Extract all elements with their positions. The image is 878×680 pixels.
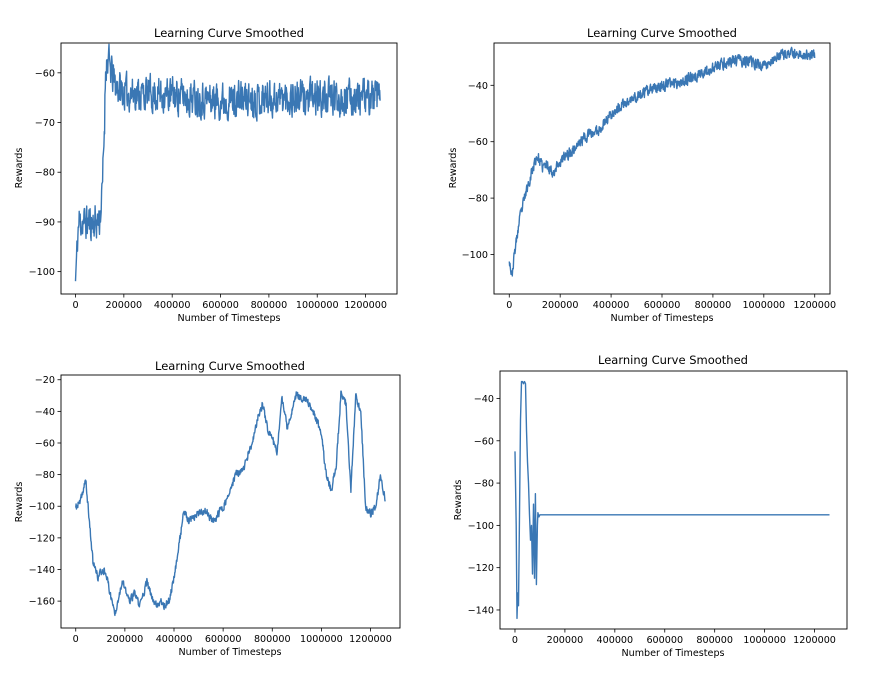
subplot-3-xtick-label: 800000 xyxy=(254,634,291,645)
subplot-4-xtick-label: 400000 xyxy=(597,635,634,646)
subplot-2: Learning Curve Smoothed Number of Timest… xyxy=(448,26,836,324)
subplot-1-ytick-label: −100 xyxy=(29,267,55,278)
subplot-2-ticks: 0 200000 400000 600000 800000 1000000 1200000 −… xyxy=(462,81,836,311)
subplot-2-xtick-label: 1200000 xyxy=(793,300,836,311)
subplot-3-xtick-label: 400000 xyxy=(156,634,193,645)
subplot-4-frame xyxy=(499,370,848,630)
subplot-2-xtick-label: 400000 xyxy=(593,300,630,311)
subplot-4-xtick-label: 1000000 xyxy=(743,635,786,646)
subplot-2-frame xyxy=(493,42,831,295)
subplot-1-series-line xyxy=(74,43,381,282)
subplot-3-ytick-label: −100 xyxy=(29,502,55,513)
subplot-1-ylabel: Rewards xyxy=(14,148,25,189)
subplot-3-xtick-label: 600000 xyxy=(205,634,242,645)
subplot-1-ytick-label: −70 xyxy=(35,118,55,129)
subplot-2-ytick-label: −100 xyxy=(462,250,488,261)
subplot-3: Learning Curve Smoothed Number of Timest… xyxy=(14,359,401,658)
subplot-1-xtick-label: 600000 xyxy=(202,300,239,311)
subplot-2-ytick-label: −80 xyxy=(468,194,488,205)
subplot-3-ytick-label: −20 xyxy=(35,375,55,386)
subplot-1-xlabel: Number of Timesteps xyxy=(177,313,280,324)
subplot-2-ytick-label: −40 xyxy=(468,81,488,92)
subplot-4-xtick-label: 800000 xyxy=(696,635,733,646)
subplot-4-xtick-label: 1200000 xyxy=(793,635,836,646)
subplot-1-xtick-label: 400000 xyxy=(154,300,191,311)
subplot-4-title: Learning Curve Smoothed xyxy=(598,353,748,367)
subplot-2-ylabel: Rewards xyxy=(448,148,459,189)
subplot-3-title: Learning Curve Smoothed xyxy=(155,359,305,373)
subplot-2-series-line xyxy=(508,46,816,277)
subplot-1-frame xyxy=(60,42,398,295)
subplot-2-xtick-label: 0 xyxy=(506,300,512,311)
subplot-1-xtick-label: 800000 xyxy=(251,300,288,311)
subplot-4-ytick-label: −80 xyxy=(474,479,494,490)
subplot-1-ticks: 0 200000 400000 600000 800000 1000000 1200000 −… xyxy=(29,68,387,311)
subplot-1-ytick-label: −80 xyxy=(35,168,55,179)
subplot-1: Learning Curve Smoothed Number of Timest… xyxy=(14,26,398,324)
subplot-3-ylabel: Rewards xyxy=(14,482,25,523)
subplot-1-xtick-label: 0 xyxy=(72,300,78,311)
subplot-2-xtick-label: 1000000 xyxy=(742,300,785,311)
subplot-3-ytick-label: −160 xyxy=(29,597,55,608)
subplot-3-xtick-label: 1000000 xyxy=(300,634,343,645)
subplot-1-ytick-label: −90 xyxy=(35,217,55,228)
subplot-3-ytick-label: −60 xyxy=(35,438,55,449)
subplot-1-title: Learning Curve Smoothed xyxy=(154,26,304,40)
subplot-1-xtick-label: 200000 xyxy=(106,300,143,311)
subplot-2-title: Learning Curve Smoothed xyxy=(587,26,737,40)
subplot-3-ytick-label: −120 xyxy=(29,533,55,544)
subplot-3-frame xyxy=(60,374,401,629)
subplot-2-xtick-label: 600000 xyxy=(644,300,681,311)
subplot-4-xtick-label: 600000 xyxy=(646,635,683,646)
subplot-2-xtick-label: 800000 xyxy=(695,300,732,311)
subplot-4-ylabel: Rewards xyxy=(453,480,464,521)
subplot-4-ticks: 0 200000 400000 600000 800000 1000000 1200000 −… xyxy=(468,394,836,646)
subplot-2-ytick-label: −60 xyxy=(468,137,488,148)
subplot-3-xtick-label: 1200000 xyxy=(349,634,392,645)
subplot-2-xtick-label: 200000 xyxy=(542,300,579,311)
subplot-3-series-line xyxy=(75,390,386,617)
subplot-3-ytick-label: −40 xyxy=(35,407,55,418)
subplot-4-xtick-label: 200000 xyxy=(547,635,584,646)
subplot-3-xtick-label: 200000 xyxy=(107,634,144,645)
subplot-2-xlabel: Number of Timesteps xyxy=(610,313,713,324)
subplot-4-xtick-label: 0 xyxy=(512,635,518,646)
subplot-4-ytick-label: −60 xyxy=(474,436,494,447)
subplot-3-ytick-label: −140 xyxy=(29,565,55,576)
subplot-1-xtick-label: 1200000 xyxy=(344,300,387,311)
subplot-1-xtick-label: 1000000 xyxy=(296,300,339,311)
subplot-4-ytick-label: −100 xyxy=(468,521,494,532)
subplot-4-ytick-label: −140 xyxy=(468,605,494,616)
subplot-3-xlabel: Number of Timesteps xyxy=(178,647,281,658)
subplot-4-series-line xyxy=(514,380,830,620)
subplot-3-xtick-label: 0 xyxy=(73,634,79,645)
subplot-4-ytick-label: −40 xyxy=(474,394,494,405)
subplot-4-xlabel: Number of Timesteps xyxy=(621,648,724,659)
subplot-3-ytick-label: −80 xyxy=(35,470,55,481)
subplot-1-ytick-label: −60 xyxy=(35,68,55,79)
subplot-4: Learning Curve Smoothed Number of Timest… xyxy=(453,353,848,659)
subplot-3-ticks: 0 200000 400000 600000 800000 1000000 1200000 −… xyxy=(29,375,392,645)
subplot-4-ytick-label: −120 xyxy=(468,563,494,574)
